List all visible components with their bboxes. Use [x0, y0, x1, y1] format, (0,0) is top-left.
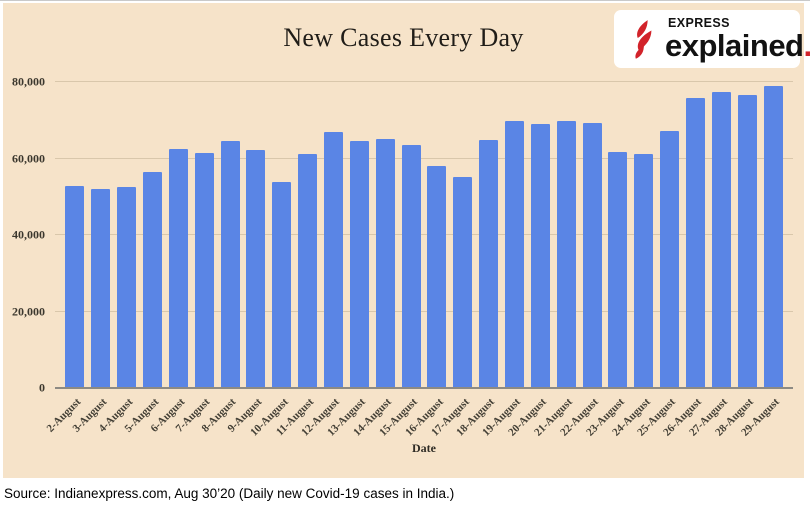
- bar-3-August: [91, 189, 111, 388]
- bar-slot: [140, 82, 166, 388]
- bar-slot: [88, 82, 114, 388]
- bar-slot: [631, 82, 657, 388]
- bar-slot: [114, 82, 140, 388]
- bar-slot: [657, 82, 683, 388]
- bar-23-August: [608, 152, 628, 388]
- x-axis-title: Date: [412, 441, 436, 455]
- bar-5-August: [143, 171, 162, 388]
- chart-card: New Cases Every Day EXPRESS explained. 0…: [3, 3, 810, 478]
- bar-15-August: [401, 144, 421, 388]
- bar-slot: [527, 82, 553, 388]
- bar-2-August: [65, 185, 85, 388]
- bar-slot: [243, 82, 269, 388]
- bar-slot: [295, 82, 321, 388]
- bar-slot: [734, 82, 760, 388]
- bar-slot: [191, 82, 217, 388]
- plot-area: 0 20,000 40,000 60,000 80,000: [12, 75, 793, 395]
- bar-10-August: [272, 182, 292, 388]
- bar-slot: [683, 82, 709, 388]
- y-tick-label: 80,000: [12, 74, 45, 89]
- bar-14-August: [375, 138, 395, 388]
- logo-red-dot: .: [804, 28, 810, 63]
- bar-7-August: [194, 152, 214, 388]
- bar-25-August: [660, 131, 680, 388]
- gridline: [55, 234, 793, 235]
- bar-12-August: [324, 132, 344, 388]
- bar-slot: [579, 82, 605, 388]
- logo-wordmark-text: explained: [665, 28, 804, 64]
- bar-21-August: [556, 120, 576, 388]
- bar-slot: [553, 82, 579, 388]
- gridline: [55, 81, 793, 82]
- bar-27-August: [711, 91, 731, 388]
- bar-slot: [398, 82, 424, 388]
- y-tick-label: 0: [39, 380, 45, 395]
- y-tick-label: 40,000: [12, 227, 45, 242]
- bar-slot: [502, 82, 528, 388]
- y-tick-label: 20,000: [12, 304, 45, 318]
- source-caption: Source: Indianexpress.com, Aug 30’20 (Da…: [4, 486, 455, 501]
- gridline: [55, 310, 793, 312]
- bar-29-August: [763, 86, 783, 388]
- bar-28-August: [737, 95, 757, 388]
- bar-slot: [346, 82, 372, 388]
- bar-slot: [372, 82, 398, 388]
- bar-slot: [476, 82, 502, 388]
- bar-slot: [62, 82, 88, 388]
- bar-slot: [605, 82, 631, 388]
- bar-slot: [269, 82, 295, 388]
- logo-text: EXPRESS explained.: [665, 17, 810, 62]
- bar-slot: [760, 82, 786, 388]
- bar-24-August: [634, 153, 654, 388]
- express-explained-logo: EXPRESS explained.: [614, 10, 810, 68]
- top-border-line: [0, 0, 810, 1]
- bar-6-August: [168, 148, 188, 388]
- gridline: [55, 157, 793, 159]
- y-tick-label: 60,000: [12, 151, 45, 165]
- bar-20-August: [530, 124, 550, 388]
- x-tick: 29-August: [739, 393, 786, 445]
- logo-wordmark: explained.: [665, 30, 810, 61]
- bars: [62, 82, 786, 388]
- footer: Source: Indianexpress.com, Aug 30’20 (Da…: [0, 478, 810, 509]
- bar-8-August: [220, 141, 240, 388]
- bar-17-August: [453, 176, 473, 388]
- chart-title: New Cases Every Day: [283, 23, 524, 52]
- logo-kicker: EXPRESS: [668, 15, 730, 30]
- bar-slot: [165, 82, 191, 388]
- bar-slot: [321, 82, 347, 388]
- bar-9-August: [246, 150, 266, 388]
- bar-4-August: [117, 186, 137, 388]
- bar-16-August: [427, 166, 447, 388]
- bar-slot: [424, 82, 450, 388]
- bar-22-August: [582, 122, 602, 388]
- bar-slot: [450, 82, 476, 388]
- bar-slot: [708, 82, 734, 388]
- bar-slot: [217, 82, 243, 388]
- x-axis-line: [55, 387, 793, 389]
- bar-11-August: [298, 154, 318, 388]
- express-flame-icon: [626, 18, 658, 60]
- bar-13-August: [349, 140, 369, 388]
- bar-18-August: [479, 140, 499, 388]
- bar-19-August: [505, 121, 525, 388]
- x-axis-labels: 2-August 3-August 4-August 5-August 6-August…: [45, 393, 786, 445]
- bar-26-August: [686, 98, 706, 388]
- y-axis-labels: 0 20,000 40,000 60,000 80,000: [5, 75, 49, 395]
